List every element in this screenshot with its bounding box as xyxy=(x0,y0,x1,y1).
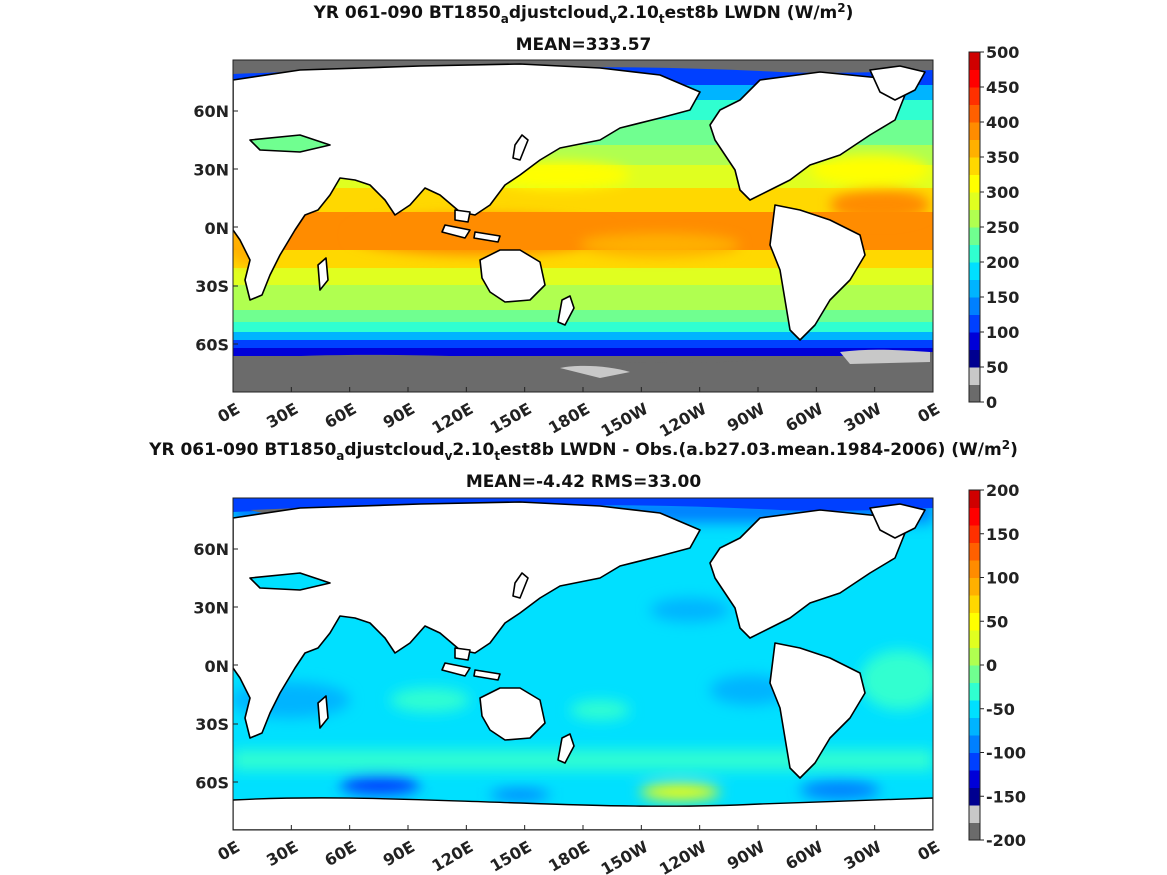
colorbar-tick-label: 400 xyxy=(986,113,1019,132)
colorbar-swatch xyxy=(969,332,980,350)
lon-label-90e: 90E xyxy=(380,399,418,432)
colorbar-swatch xyxy=(969,157,980,175)
colorbar-swatch xyxy=(969,87,980,105)
lon-label-30e: 30E xyxy=(263,399,301,432)
panel1-title: YR 061-090 BT1850adjustcloudv2.10test8b … xyxy=(313,1,854,26)
colorbar-swatch xyxy=(969,244,980,263)
colorbar-tick-label: 0 xyxy=(986,393,997,412)
lon-label-120e: 120E xyxy=(428,399,476,438)
colorbar-tick-label: 200 xyxy=(986,253,1019,272)
colorbar-swatch xyxy=(969,104,980,123)
colorbar-tick-label: 350 xyxy=(986,148,1019,167)
colorbar-tick-label: 50 xyxy=(986,358,1008,377)
lon-label-0e: 0E xyxy=(914,399,943,426)
colorbar-tick-label: 250 xyxy=(986,218,1019,237)
colorbar-swatch xyxy=(969,174,980,193)
colorbar-swatch xyxy=(969,139,980,158)
lon-label-120w: 120W xyxy=(656,399,710,441)
panel2-title: YR 061-090 BT1850adjustcloudv2.10test8b … xyxy=(149,438,1018,463)
colorbar-swatch xyxy=(969,209,980,228)
colorbar-tick-label: 450 xyxy=(986,78,1019,97)
colorbar-swatch xyxy=(969,69,980,88)
colorbar-tick-label: 300 xyxy=(986,183,1019,202)
lat-label-0n: 0N xyxy=(204,219,229,238)
lat-label-60s: 60S xyxy=(195,336,229,355)
lat-label-30s: 30S xyxy=(195,277,229,296)
colorbar-tick-label: 100 xyxy=(986,323,1019,342)
lat-label-30n: 30N xyxy=(193,160,229,179)
colorbar-swatch xyxy=(969,367,980,385)
colorbar-swatch xyxy=(969,227,980,245)
panel2-subtitle: MEAN=-4.42 RMS=33.00 xyxy=(465,472,702,492)
colorbar-swatch xyxy=(969,314,980,333)
lon-label-60e: 60E xyxy=(321,399,359,432)
panel1-field xyxy=(233,60,933,392)
lat-label-60n: 60N xyxy=(193,102,229,121)
lon-label-0e: 0E xyxy=(214,399,243,426)
colorbar-swatch xyxy=(969,192,980,210)
panel1-subtitle: MEAN=333.57 xyxy=(515,35,652,55)
lon-label-90w: 90W xyxy=(724,399,768,436)
colorbar-swatch xyxy=(969,52,980,70)
lon-label-150w: 150W xyxy=(598,399,652,441)
colorbar-swatch xyxy=(969,349,980,368)
lon-label-150e: 150E xyxy=(487,399,535,438)
colorbar-swatch xyxy=(969,279,980,298)
colorbar-swatch xyxy=(969,122,980,140)
colorbar-swatch xyxy=(969,262,980,280)
colorbar-swatch xyxy=(969,384,980,403)
lon-label-180e: 180E xyxy=(545,399,593,438)
colorbar-swatch xyxy=(969,297,980,315)
lon-label-30w: 30W xyxy=(841,399,885,436)
colorbar-tick-label: 150 xyxy=(986,288,1019,307)
lon-label-60w: 60W xyxy=(782,399,826,436)
colorbar-tick-label: 500 xyxy=(986,43,1019,62)
